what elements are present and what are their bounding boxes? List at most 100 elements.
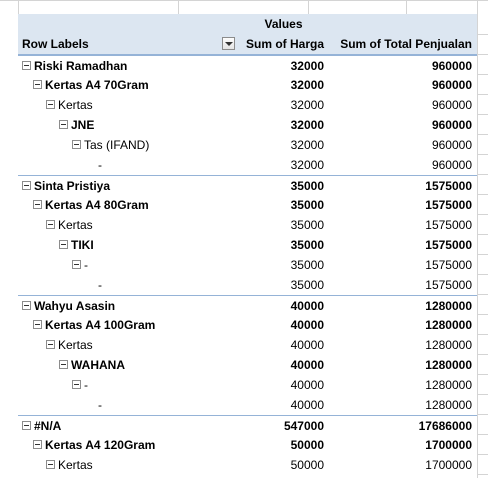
- row-label: #N/A: [22, 416, 61, 436]
- pivot-row[interactable]: - 35000 1575000: [18, 275, 477, 295]
- collapse-minus-icon[interactable]: [46, 460, 55, 470]
- sheet-gridline: [477, 114, 488, 115]
- sum-of-total-penjualan-cell: 1575000: [425, 238, 472, 252]
- pivot-row[interactable]: - 32000 960000: [18, 155, 477, 175]
- sum-of-harga-cell: 35000: [290, 179, 324, 193]
- sum-of-total-penjualan-cell: 1280000: [425, 338, 472, 352]
- sheet-gridline: [477, 254, 488, 255]
- collapse-minus-icon[interactable]: [72, 380, 81, 390]
- row-label-text: Kertas: [58, 218, 93, 232]
- pivot-row[interactable]: WAHANA 40000 1280000: [18, 355, 477, 375]
- row-label: Riski Ramadhan: [22, 56, 127, 76]
- pivot-row[interactable]: #N/A 547000 17686000: [18, 415, 477, 435]
- row-label: -: [22, 155, 102, 175]
- sum-of-total-penjualan-cell: 960000: [431, 158, 472, 172]
- pivot-row[interactable]: Kertas 35000 1575000: [18, 215, 477, 235]
- pivot-row[interactable]: Wahyu Asasin 40000 1280000: [18, 295, 477, 315]
- sheet-gridline: [477, 414, 488, 415]
- pivot-row[interactable]: Kertas 50000 1700000: [18, 455, 477, 475]
- sum-of-total-penjualan-cell: 960000: [431, 59, 472, 73]
- pivot-body: Riski Ramadhan 32000 960000 Kertas A4 70Gra…: [18, 55, 477, 475]
- collapse-minus-icon[interactable]: [72, 140, 81, 150]
- sheet-gridline: [477, 194, 488, 195]
- sum-of-harga-cell: 40000: [290, 358, 324, 372]
- row-label-text: -: [98, 278, 102, 292]
- pivot-row[interactable]: - 40000 1280000: [18, 395, 477, 415]
- collapse-minus-icon[interactable]: [22, 61, 31, 71]
- sum-of-harga-cell: 35000: [290, 238, 324, 252]
- sheet-gridline: [18, 0, 19, 14]
- pivot-row[interactable]: - 35000 1575000: [18, 255, 477, 275]
- sum-of-total-penjualan-header: Sum of Total Penjualan: [340, 37, 472, 51]
- collapse-minus-icon[interactable]: [33, 440, 42, 450]
- pivot-row[interactable]: Kertas A4 80Gram 35000 1575000: [18, 195, 477, 215]
- collapse-minus-icon[interactable]: [59, 240, 68, 250]
- sum-of-harga-cell: 32000: [290, 59, 324, 73]
- row-label: JNE: [22, 115, 94, 135]
- row-label-text: -: [98, 398, 102, 412]
- pivot-row[interactable]: Tas (IFAND) 32000 960000: [18, 135, 477, 155]
- sum-of-harga-cell: 35000: [290, 258, 324, 272]
- sum-of-total-penjualan-cell: 17686000: [418, 419, 472, 433]
- pivot-header: Values Row Labels Sum of Harga Sum of To…: [18, 14, 477, 55]
- pivot-row[interactable]: TIKI 35000 1575000: [18, 235, 477, 255]
- pivot-row[interactable]: Kertas A4 120Gram 50000 1700000: [18, 435, 477, 455]
- sum-of-total-penjualan-cell: 1575000: [425, 278, 472, 292]
- row-label-text: JNE: [71, 118, 95, 132]
- pivot-row[interactable]: JNE 32000 960000: [18, 115, 477, 135]
- row-label-text: Kertas: [58, 98, 93, 112]
- sum-of-harga-cell: 50000: [290, 458, 324, 472]
- sum-of-total-penjualan-cell: 960000: [431, 118, 472, 132]
- row-label-text: Kertas: [58, 458, 93, 472]
- row-label: Tas (IFAND): [22, 135, 149, 155]
- pivot-row[interactable]: Kertas 40000 1280000: [18, 335, 477, 355]
- sheet-gridline: [477, 374, 488, 375]
- sheet-gridline: [477, 74, 488, 75]
- pivot-row[interactable]: Kertas A4 70Gram 32000 960000: [18, 75, 477, 95]
- sheet-gridline: [477, 0, 478, 478]
- pivot-row[interactable]: - 40000 1280000: [18, 375, 477, 395]
- collapse-minus-icon[interactable]: [33, 320, 42, 330]
- row-label: -: [22, 375, 88, 395]
- sheet-gridline: [477, 234, 488, 235]
- row-label-text: #N/A: [34, 419, 62, 433]
- collapse-minus-icon[interactable]: [22, 301, 31, 311]
- pivot-row[interactable]: Kertas 32000 960000: [18, 95, 477, 115]
- collapse-minus-icon[interactable]: [33, 200, 42, 210]
- sum-of-harga-cell: 32000: [290, 98, 324, 112]
- sheet-gridline: [477, 274, 488, 275]
- sheet-gridline: [477, 34, 488, 35]
- sum-of-harga-cell: 40000: [290, 318, 324, 332]
- collapse-minus-icon[interactable]: [72, 260, 81, 270]
- collapse-minus-icon[interactable]: [22, 181, 31, 191]
- dropdown-filter-icon[interactable]: [222, 37, 235, 50]
- sum-of-total-penjualan-cell: 1280000: [425, 318, 472, 332]
- sheet-gridline: [477, 54, 488, 55]
- sum-of-harga-cell: 32000: [290, 78, 324, 92]
- sum-of-harga-cell: 40000: [290, 378, 324, 392]
- sum-of-total-penjualan-cell: 1280000: [425, 378, 472, 392]
- collapse-minus-icon[interactable]: [22, 421, 31, 431]
- pivot-row[interactable]: Kertas A4 100Gram 40000 1280000: [18, 315, 477, 335]
- collapse-minus-icon[interactable]: [46, 220, 55, 230]
- sum-of-harga-cell: 35000: [290, 218, 324, 232]
- collapse-minus-icon[interactable]: [59, 120, 68, 130]
- row-label-text: WAHANA: [71, 358, 125, 372]
- collapse-minus-icon[interactable]: [46, 340, 55, 350]
- row-label: Kertas: [22, 335, 93, 355]
- collapse-minus-icon[interactable]: [33, 80, 42, 90]
- row-label-text: Kertas A4 120Gram: [45, 438, 156, 452]
- sheet-gridline: [308, 0, 309, 14]
- row-label-text: Wahyu Asasin: [34, 299, 116, 313]
- row-label-text: Kertas A4 80Gram: [45, 198, 149, 212]
- row-label-text: Kertas A4 70Gram: [45, 78, 149, 92]
- pivot-row[interactable]: Sinta Pristiya 35000 1575000: [18, 175, 477, 195]
- row-label: Kertas: [22, 215, 93, 235]
- values-caption-row: Values: [18, 14, 477, 34]
- sum-of-total-penjualan-cell: 1575000: [425, 258, 472, 272]
- row-label: -: [22, 395, 102, 415]
- collapse-minus-icon[interactable]: [46, 100, 55, 110]
- collapse-minus-icon[interactable]: [59, 360, 68, 370]
- row-label: Kertas: [22, 455, 93, 475]
- pivot-row[interactable]: Riski Ramadhan 32000 960000: [18, 55, 477, 75]
